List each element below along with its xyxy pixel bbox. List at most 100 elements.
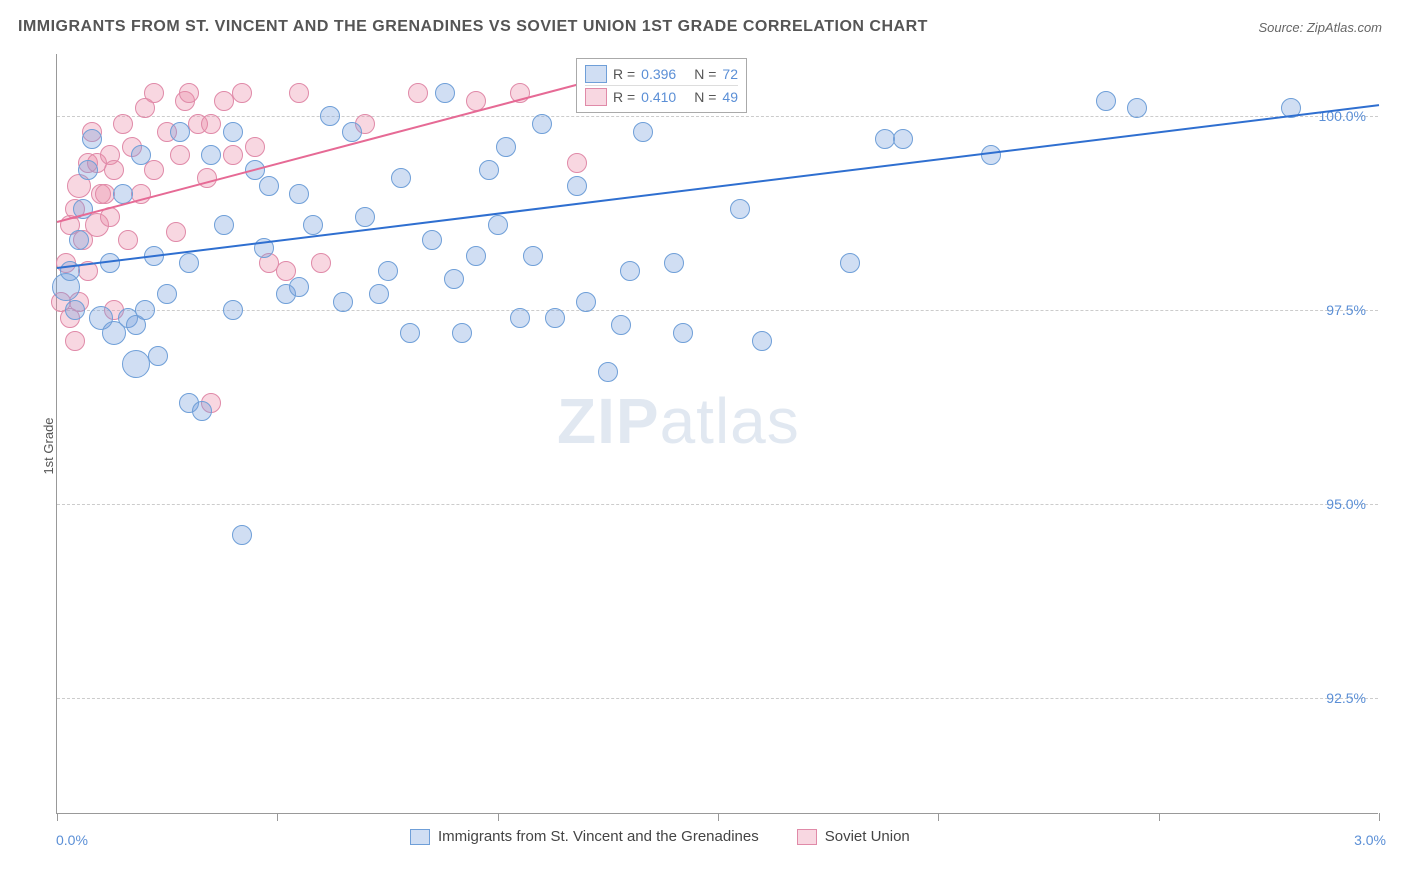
data-point (104, 160, 124, 180)
x-tick-label-left: 0.0% (56, 832, 88, 848)
data-point (633, 122, 653, 142)
legend-swatch (585, 65, 607, 83)
data-point (611, 315, 631, 335)
data-point (320, 106, 340, 126)
data-point (452, 323, 472, 343)
data-point (179, 253, 199, 273)
data-point (567, 153, 587, 173)
data-point (488, 215, 508, 235)
data-point (148, 346, 168, 366)
legend-swatch (797, 829, 817, 845)
data-point (232, 83, 252, 103)
x-tick (57, 813, 58, 821)
data-point (289, 83, 309, 103)
data-point (131, 145, 151, 165)
data-point (355, 207, 375, 227)
gridline (57, 698, 1378, 699)
data-point (78, 160, 98, 180)
data-point (567, 176, 587, 196)
data-point (342, 122, 362, 142)
source-label: Source: ZipAtlas.com (1258, 20, 1382, 35)
data-point (730, 199, 750, 219)
legend-series-name: Soviet Union (825, 828, 910, 845)
r-label: R = (613, 89, 635, 105)
data-point (144, 83, 164, 103)
data-point (620, 261, 640, 281)
data-point (893, 129, 913, 149)
data-point (223, 145, 243, 165)
x-tick (1159, 813, 1160, 821)
r-label: R = (613, 66, 635, 82)
data-point (201, 114, 221, 134)
data-point (113, 114, 133, 134)
data-point (144, 160, 164, 180)
data-point (435, 83, 455, 103)
data-point (840, 253, 860, 273)
legend-row: R =0.410N =49 (585, 85, 738, 108)
data-point (289, 277, 309, 297)
data-point (523, 246, 543, 266)
plot-area: ZIPatlas 92.5%95.0%97.5%100.0% (56, 54, 1378, 814)
r-value: 0.396 (641, 66, 676, 82)
data-point (214, 215, 234, 235)
data-point (378, 261, 398, 281)
data-point (981, 145, 1001, 165)
series-legend: Immigrants from St. Vincent and the Gren… (410, 828, 910, 845)
n-value: 49 (722, 89, 738, 105)
y-tick-label: 95.0% (1326, 496, 1366, 512)
r-value: 0.410 (641, 89, 676, 105)
data-point (664, 253, 684, 273)
data-point (496, 137, 516, 157)
data-point (289, 184, 309, 204)
legend-row: R = 0.396 N = 72 (585, 63, 738, 85)
n-label: N = (694, 66, 716, 82)
data-point (479, 160, 499, 180)
data-point (369, 284, 389, 304)
data-point (444, 269, 464, 289)
data-point (118, 230, 138, 250)
data-point (408, 83, 428, 103)
data-point (232, 525, 252, 545)
data-point (65, 300, 85, 320)
data-point (545, 308, 565, 328)
legend-series-name: Immigrants from St. Vincent and the Gren… (438, 828, 759, 845)
trend-line (57, 104, 1379, 269)
y-tick-label: 92.5% (1326, 690, 1366, 706)
legend-swatch (410, 829, 430, 845)
data-point (752, 331, 772, 351)
data-point (303, 215, 323, 235)
x-tick (938, 813, 939, 821)
data-point (192, 401, 212, 421)
data-point (391, 168, 411, 188)
data-point (157, 284, 177, 304)
x-tick (718, 813, 719, 821)
watermark-zip: ZIP (557, 385, 660, 457)
gridline (57, 310, 1378, 311)
data-point (1127, 98, 1147, 118)
x-tick (277, 813, 278, 821)
data-point (422, 230, 442, 250)
data-point (532, 114, 552, 134)
data-point (100, 253, 120, 273)
data-point (166, 222, 186, 242)
data-point (122, 350, 150, 378)
n-value: 72 (722, 66, 738, 82)
y-axis-label: 1st Grade (41, 417, 56, 474)
data-point (223, 122, 243, 142)
data-point (466, 246, 486, 266)
watermark-atlas: atlas (660, 385, 800, 457)
data-point (65, 331, 85, 351)
data-point (201, 145, 221, 165)
data-point (170, 122, 190, 142)
gridline (57, 116, 1378, 117)
data-point (69, 230, 89, 250)
data-point (179, 83, 199, 103)
x-tick (1379, 813, 1380, 821)
data-point (576, 292, 596, 312)
correlation-legend: R =0.396N =72R =0.410N =49 (576, 58, 747, 113)
data-point (259, 176, 279, 196)
data-point (510, 308, 530, 328)
data-point (333, 292, 353, 312)
data-point (170, 145, 190, 165)
legend-swatch (585, 88, 607, 106)
